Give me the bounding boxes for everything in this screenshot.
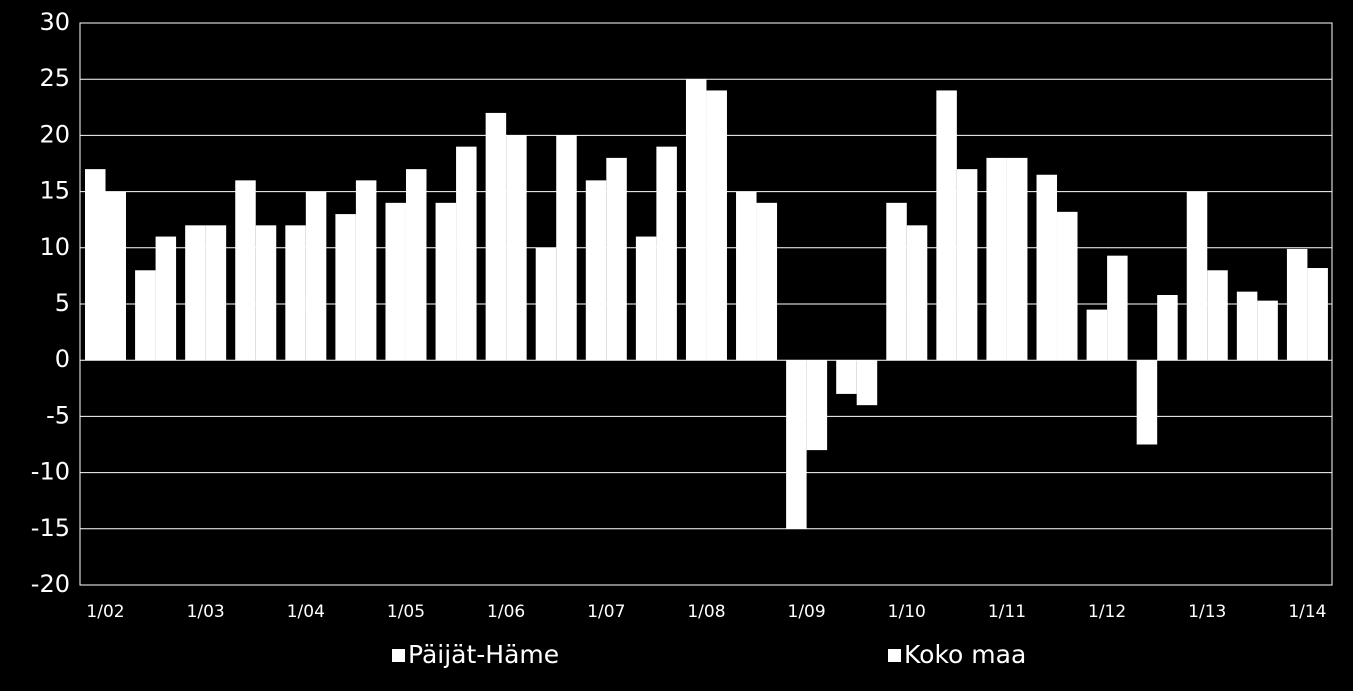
bar xyxy=(235,180,256,361)
x-tick-label: 1/11 xyxy=(988,602,1026,622)
y-tick-label: 15 xyxy=(39,177,70,205)
bar xyxy=(986,157,1007,361)
bar xyxy=(1036,174,1058,361)
bar xyxy=(786,360,807,529)
legend-swatch xyxy=(888,649,901,662)
bar xyxy=(706,90,727,361)
bar xyxy=(1236,291,1258,361)
bar xyxy=(856,360,878,406)
bar xyxy=(435,202,457,361)
bar xyxy=(1136,360,1158,445)
bar xyxy=(335,214,356,361)
x-tick-label: 1/06 xyxy=(487,602,525,622)
bar xyxy=(1257,300,1278,361)
bar xyxy=(956,169,978,361)
bar xyxy=(635,236,657,361)
y-tick-label: 30 xyxy=(39,8,70,36)
bar xyxy=(155,236,177,361)
x-tick-label: 1/12 xyxy=(1088,602,1126,622)
legend-swatch xyxy=(392,649,405,662)
x-tick-label: 1/10 xyxy=(888,602,926,622)
bar xyxy=(285,225,306,361)
bar xyxy=(756,202,778,361)
bar xyxy=(456,146,477,361)
x-tick-label: 1/02 xyxy=(86,602,124,622)
bar xyxy=(405,169,427,361)
x-tick-label: 1/09 xyxy=(788,602,826,622)
bar xyxy=(355,180,377,361)
y-tick-label: -20 xyxy=(31,570,70,598)
y-tick-label: -15 xyxy=(31,514,70,542)
x-tick-label: 1/03 xyxy=(187,602,225,622)
bar xyxy=(506,135,527,361)
bar xyxy=(305,191,327,361)
y-tick-label: 0 xyxy=(55,345,70,373)
x-tick-label: 1/05 xyxy=(387,602,425,622)
bar xyxy=(185,225,206,361)
bar xyxy=(1186,191,1208,361)
bar xyxy=(485,112,507,361)
y-tick-label: 25 xyxy=(39,64,70,92)
bar xyxy=(606,157,627,361)
legend-label: Päijät-Häme xyxy=(408,640,559,669)
x-tick-label: 1/07 xyxy=(587,602,625,622)
bar xyxy=(385,202,406,361)
bar xyxy=(836,360,857,394)
bar xyxy=(556,135,577,361)
bar xyxy=(806,360,828,451)
bar xyxy=(656,146,677,361)
bar xyxy=(255,225,277,361)
bar xyxy=(1307,268,1328,361)
bar xyxy=(1057,211,1078,361)
legend-label: Koko maa xyxy=(904,640,1026,669)
bar xyxy=(1107,255,1128,361)
bar xyxy=(585,180,607,361)
bar xyxy=(736,191,757,361)
bar xyxy=(1286,248,1308,361)
bar xyxy=(135,270,156,361)
bar xyxy=(1157,295,1178,361)
bar xyxy=(205,225,227,361)
y-tick-label: -5 xyxy=(46,401,70,429)
bar xyxy=(685,79,707,361)
bar xyxy=(886,202,907,361)
x-tick-label: 1/14 xyxy=(1288,602,1326,622)
y-tick-label: 5 xyxy=(55,289,70,317)
bar xyxy=(85,169,106,361)
x-tick-label: 1/13 xyxy=(1188,602,1226,622)
bar xyxy=(906,225,928,361)
bar xyxy=(535,247,557,361)
x-tick-label: 1/04 xyxy=(287,602,325,622)
x-tick-label: 1/08 xyxy=(687,602,725,622)
y-tick-label: -10 xyxy=(31,458,70,486)
y-tick-label: 20 xyxy=(39,120,70,148)
bar xyxy=(936,90,957,361)
bar xyxy=(1086,309,1108,361)
y-tick-label: 10 xyxy=(39,233,70,261)
bar xyxy=(1006,157,1028,361)
bar xyxy=(105,191,126,361)
bar xyxy=(1207,270,1228,361)
